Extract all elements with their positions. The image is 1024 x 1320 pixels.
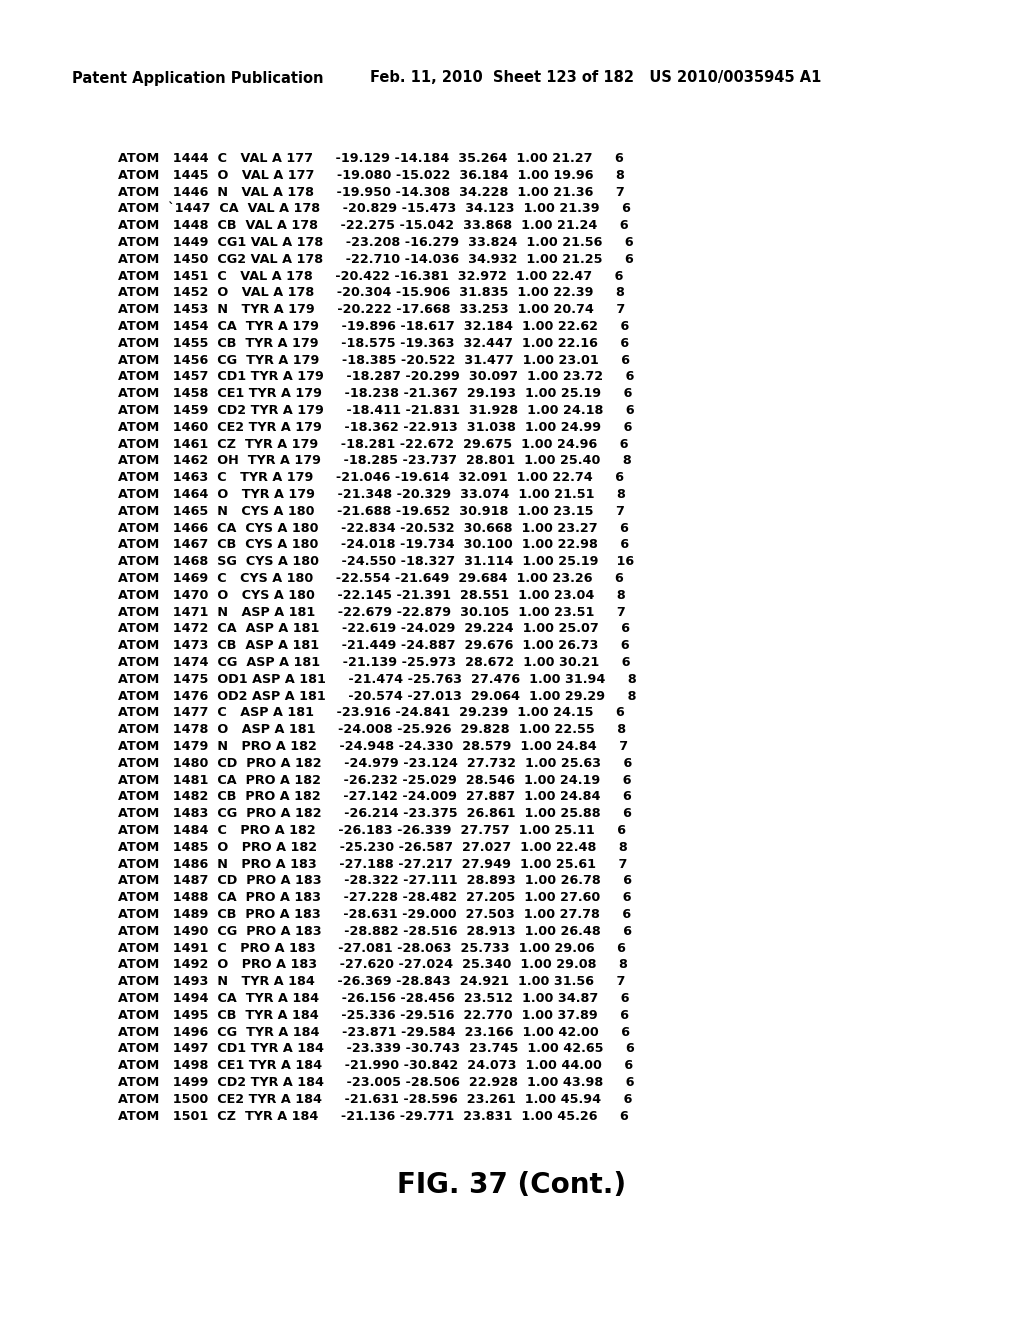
Text: ATOM   1461  CZ  TYR A 179     -18.281 -22.672  29.675  1.00 24.96     6: ATOM 1461 CZ TYR A 179 -18.281 -22.672 2… <box>118 438 629 450</box>
Text: ATOM   1462  OH  TYR A 179     -18.285 -23.737  28.801  1.00 25.40     8: ATOM 1462 OH TYR A 179 -18.285 -23.737 2… <box>118 454 632 467</box>
Text: ATOM   1460  CE2 TYR A 179     -18.362 -22.913  31.038  1.00 24.99     6: ATOM 1460 CE2 TYR A 179 -18.362 -22.913 … <box>118 421 633 434</box>
Text: ATOM   1496  CG  TYR A 184     -23.871 -29.584  23.166  1.00 42.00     6: ATOM 1496 CG TYR A 184 -23.871 -29.584 2… <box>118 1026 630 1039</box>
Text: ATOM   1485  O   PRO A 182     -25.230 -26.587  27.027  1.00 22.48     8: ATOM 1485 O PRO A 182 -25.230 -26.587 27… <box>118 841 628 854</box>
Text: ATOM   1456  CG  TYR A 179     -18.385 -20.522  31.477  1.00 23.01     6: ATOM 1456 CG TYR A 179 -18.385 -20.522 3… <box>118 354 630 367</box>
Text: ATOM   1449  CG1 VAL A 178     -23.208 -16.279  33.824  1.00 21.56     6: ATOM 1449 CG1 VAL A 178 -23.208 -16.279 … <box>118 236 634 249</box>
Text: ATOM   1481  CA  PRO A 182     -26.232 -25.029  28.546  1.00 24.19     6: ATOM 1481 CA PRO A 182 -26.232 -25.029 2… <box>118 774 632 787</box>
Text: ATOM   1466  CA  CYS A 180     -22.834 -20.532  30.668  1.00 23.27     6: ATOM 1466 CA CYS A 180 -22.834 -20.532 3… <box>118 521 629 535</box>
Text: ATOM   1471  N   ASP A 181     -22.679 -22.879  30.105  1.00 23.51     7: ATOM 1471 N ASP A 181 -22.679 -22.879 30… <box>118 606 626 619</box>
Text: ATOM   1450  CG2 VAL A 178     -22.710 -14.036  34.932  1.00 21.25     6: ATOM 1450 CG2 VAL A 178 -22.710 -14.036 … <box>118 253 634 265</box>
Text: ATOM   1484  C   PRO A 182     -26.183 -26.339  27.757  1.00 25.11     6: ATOM 1484 C PRO A 182 -26.183 -26.339 27… <box>118 824 626 837</box>
Text: ATOM   1480  CD  PRO A 182     -24.979 -23.124  27.732  1.00 25.63     6: ATOM 1480 CD PRO A 182 -24.979 -23.124 2… <box>118 756 632 770</box>
Text: ATOM   1473  CB  ASP A 181     -21.449 -24.887  29.676  1.00 26.73     6: ATOM 1473 CB ASP A 181 -21.449 -24.887 2… <box>118 639 630 652</box>
Text: ATOM   1451  C   VAL A 178     -20.422 -16.381  32.972  1.00 22.47     6: ATOM 1451 C VAL A 178 -20.422 -16.381 32… <box>118 269 624 282</box>
Text: Feb. 11, 2010  Sheet 123 of 182   US 2010/0035945 A1: Feb. 11, 2010 Sheet 123 of 182 US 2010/0… <box>370 70 821 86</box>
Text: ATOM   1470  O   CYS A 180     -22.145 -21.391  28.551  1.00 23.04     8: ATOM 1470 O CYS A 180 -22.145 -21.391 28… <box>118 589 626 602</box>
Text: ATOM   1476  OD2 ASP A 181     -20.574 -27.013  29.064  1.00 29.29     8: ATOM 1476 OD2 ASP A 181 -20.574 -27.013 … <box>118 689 637 702</box>
Text: ATOM   1494  CA  TYR A 184     -26.156 -28.456  23.512  1.00 34.87     6: ATOM 1494 CA TYR A 184 -26.156 -28.456 2… <box>118 993 630 1005</box>
Text: ATOM   1491  C   PRO A 183     -27.081 -28.063  25.733  1.00 29.06     6: ATOM 1491 C PRO A 183 -27.081 -28.063 25… <box>118 941 626 954</box>
Text: ATOM   1445  O   VAL A 177     -19.080 -15.022  36.184  1.00 19.96     8: ATOM 1445 O VAL A 177 -19.080 -15.022 36… <box>118 169 625 182</box>
Text: FIG. 37 (Cont.): FIG. 37 (Cont.) <box>397 1171 627 1200</box>
Text: ATOM   1498  CE1 TYR A 184     -21.990 -30.842  24.073  1.00 44.00     6: ATOM 1498 CE1 TYR A 184 -21.990 -30.842 … <box>118 1059 633 1072</box>
Text: ATOM   1459  CD2 TYR A 179     -18.411 -21.831  31.928  1.00 24.18     6: ATOM 1459 CD2 TYR A 179 -18.411 -21.831 … <box>118 404 635 417</box>
Text: ATOM   1458  CE1 TYR A 179     -18.238 -21.367  29.193  1.00 25.19     6: ATOM 1458 CE1 TYR A 179 -18.238 -21.367 … <box>118 387 633 400</box>
Text: ATOM   1472  CA  ASP A 181     -22.619 -24.029  29.224  1.00 25.07     6: ATOM 1472 CA ASP A 181 -22.619 -24.029 2… <box>118 623 630 635</box>
Text: ATOM   1467  CB  CYS A 180     -24.018 -19.734  30.100  1.00 22.98     6: ATOM 1467 CB CYS A 180 -24.018 -19.734 3… <box>118 539 629 552</box>
Text: Patent Application Publication: Patent Application Publication <box>72 70 324 86</box>
Text: ATOM   1495  CB  TYR A 184     -25.336 -29.516  22.770  1.00 37.89     6: ATOM 1495 CB TYR A 184 -25.336 -29.516 2… <box>118 1008 629 1022</box>
Text: ATOM   1482  CB  PRO A 182     -27.142 -24.009  27.887  1.00 24.84     6: ATOM 1482 CB PRO A 182 -27.142 -24.009 2… <box>118 791 632 804</box>
Text: ATOM   1463  C   TYR A 179     -21.046 -19.614  32.091  1.00 22.74     6: ATOM 1463 C TYR A 179 -21.046 -19.614 32… <box>118 471 624 484</box>
Text: ATOM   1455  CB  TYR A 179     -18.575 -19.363  32.447  1.00 22.16     6: ATOM 1455 CB TYR A 179 -18.575 -19.363 3… <box>118 337 629 350</box>
Text: ATOM   1489  CB  PRO A 183     -28.631 -29.000  27.503  1.00 27.78     6: ATOM 1489 CB PRO A 183 -28.631 -29.000 2… <box>118 908 631 921</box>
Text: ATOM   1475  OD1 ASP A 181     -21.474 -25.763  27.476  1.00 31.94     8: ATOM 1475 OD1 ASP A 181 -21.474 -25.763 … <box>118 673 637 686</box>
Text: ATOM   1493  N   TYR A 184     -26.369 -28.843  24.921  1.00 31.56     7: ATOM 1493 N TYR A 184 -26.369 -28.843 24… <box>118 975 626 989</box>
Text: ATOM   1444  C   VAL A 177     -19.129 -14.184  35.264  1.00 21.27     6: ATOM 1444 C VAL A 177 -19.129 -14.184 35… <box>118 152 624 165</box>
Text: ATOM   1454  CA  TYR A 179     -19.896 -18.617  32.184  1.00 22.62     6: ATOM 1454 CA TYR A 179 -19.896 -18.617 3… <box>118 319 630 333</box>
Text: ATOM   1500  CE2 TYR A 184     -21.631 -28.596  23.261  1.00 45.94     6: ATOM 1500 CE2 TYR A 184 -21.631 -28.596 … <box>118 1093 633 1106</box>
Text: ATOM   1486  N   PRO A 183     -27.188 -27.217  27.949  1.00 25.61     7: ATOM 1486 N PRO A 183 -27.188 -27.217 27… <box>118 858 628 871</box>
Text: ATOM   1492  O   PRO A 183     -27.620 -27.024  25.340  1.00 29.08     8: ATOM 1492 O PRO A 183 -27.620 -27.024 25… <box>118 958 628 972</box>
Text: ATOM   1479  N   PRO A 182     -24.948 -24.330  28.579  1.00 24.84     7: ATOM 1479 N PRO A 182 -24.948 -24.330 28… <box>118 741 628 752</box>
Text: ATOM  `1447  CA  VAL A 178     -20.829 -15.473  34.123  1.00 21.39     6: ATOM `1447 CA VAL A 178 -20.829 -15.473 … <box>118 202 631 215</box>
Text: ATOM   1487  CD  PRO A 183     -28.322 -27.111  28.893  1.00 26.78     6: ATOM 1487 CD PRO A 183 -28.322 -27.111 2… <box>118 874 632 887</box>
Text: ATOM   1483  CG  PRO A 182     -26.214 -23.375  26.861  1.00 25.88     6: ATOM 1483 CG PRO A 182 -26.214 -23.375 2… <box>118 808 632 820</box>
Text: ATOM   1464  O   TYR A 179     -21.348 -20.329  33.074  1.00 21.51     8: ATOM 1464 O TYR A 179 -21.348 -20.329 33… <box>118 488 626 502</box>
Text: ATOM   1490  CG  PRO A 183     -28.882 -28.516  28.913  1.00 26.48     6: ATOM 1490 CG PRO A 183 -28.882 -28.516 2… <box>118 925 632 937</box>
Text: ATOM   1448  CB  VAL A 178     -22.275 -15.042  33.868  1.00 21.24     6: ATOM 1448 CB VAL A 178 -22.275 -15.042 3… <box>118 219 629 232</box>
Text: ATOM   1465  N   CYS A 180     -21.688 -19.652  30.918  1.00 23.15     7: ATOM 1465 N CYS A 180 -21.688 -19.652 30… <box>118 504 625 517</box>
Text: ATOM   1478  O   ASP A 181     -24.008 -25.926  29.828  1.00 22.55     8: ATOM 1478 O ASP A 181 -24.008 -25.926 29… <box>118 723 626 737</box>
Text: ATOM   1468  SG  CYS A 180     -24.550 -18.327  31.114  1.00 25.19    16: ATOM 1468 SG CYS A 180 -24.550 -18.327 3… <box>118 556 634 568</box>
Text: ATOM   1497  CD1 TYR A 184     -23.339 -30.743  23.745  1.00 42.65     6: ATOM 1497 CD1 TYR A 184 -23.339 -30.743 … <box>118 1043 635 1056</box>
Text: ATOM   1474  CG  ASP A 181     -21.139 -25.973  28.672  1.00 30.21     6: ATOM 1474 CG ASP A 181 -21.139 -25.973 2… <box>118 656 631 669</box>
Text: ATOM   1457  CD1 TYR A 179     -18.287 -20.299  30.097  1.00 23.72     6: ATOM 1457 CD1 TYR A 179 -18.287 -20.299 … <box>118 371 635 383</box>
Text: ATOM   1453  N   TYR A 179     -20.222 -17.668  33.253  1.00 20.74     7: ATOM 1453 N TYR A 179 -20.222 -17.668 33… <box>118 304 626 317</box>
Text: ATOM   1477  C   ASP A 181     -23.916 -24.841  29.239  1.00 24.15     6: ATOM 1477 C ASP A 181 -23.916 -24.841 29… <box>118 706 625 719</box>
Text: ATOM   1501  CZ  TYR A 184     -21.136 -29.771  23.831  1.00 45.26     6: ATOM 1501 CZ TYR A 184 -21.136 -29.771 2… <box>118 1110 629 1122</box>
Text: ATOM   1499  CD2 TYR A 184     -23.005 -28.506  22.928  1.00 43.98     6: ATOM 1499 CD2 TYR A 184 -23.005 -28.506 … <box>118 1076 635 1089</box>
Text: ATOM   1469  C   CYS A 180     -22.554 -21.649  29.684  1.00 23.26     6: ATOM 1469 C CYS A 180 -22.554 -21.649 29… <box>118 572 624 585</box>
Text: ATOM   1452  O   VAL A 178     -20.304 -15.906  31.835  1.00 22.39     8: ATOM 1452 O VAL A 178 -20.304 -15.906 31… <box>118 286 625 300</box>
Text: ATOM   1446  N   VAL A 178     -19.950 -14.308  34.228  1.00 21.36     7: ATOM 1446 N VAL A 178 -19.950 -14.308 34… <box>118 186 625 198</box>
Text: ATOM   1488  CA  PRO A 183     -27.228 -28.482  27.205  1.00 27.60     6: ATOM 1488 CA PRO A 183 -27.228 -28.482 2… <box>118 891 632 904</box>
